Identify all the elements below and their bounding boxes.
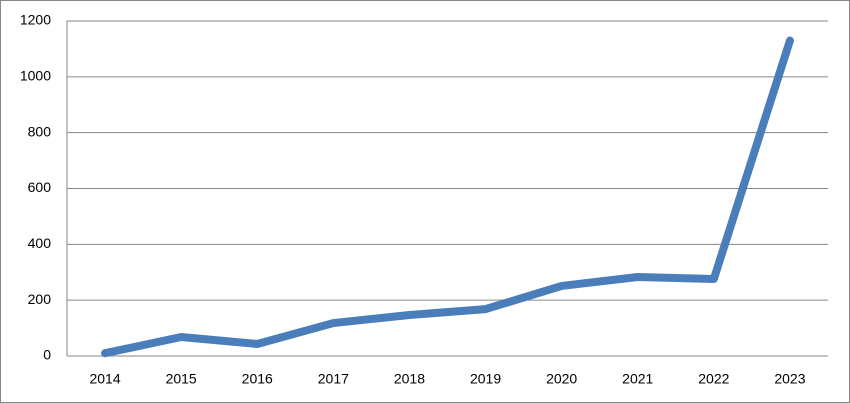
y-tick-label: 1200 — [20, 12, 51, 28]
y-tick-label: 0 — [43, 347, 51, 363]
x-tick-label: 2018 — [394, 371, 425, 387]
y-tick-label: 400 — [28, 235, 52, 251]
x-tick-label: 2014 — [89, 371, 120, 387]
x-tick-label: 2016 — [242, 371, 273, 387]
x-tick-label: 2015 — [166, 371, 197, 387]
y-tick-label: 800 — [28, 123, 52, 139]
x-tick-label: 2022 — [698, 371, 729, 387]
y-tick-label: 1000 — [20, 68, 51, 84]
x-tick-label: 2017 — [318, 371, 349, 387]
x-tick-label: 2020 — [546, 371, 577, 387]
y-tick-label: 600 — [28, 179, 52, 195]
x-tick-label: 2023 — [774, 371, 805, 387]
x-tick-label: 2021 — [622, 371, 653, 387]
data-line — [101, 36, 794, 358]
y-tick-label: 200 — [28, 291, 52, 307]
x-tick-label: 2019 — [470, 371, 501, 387]
